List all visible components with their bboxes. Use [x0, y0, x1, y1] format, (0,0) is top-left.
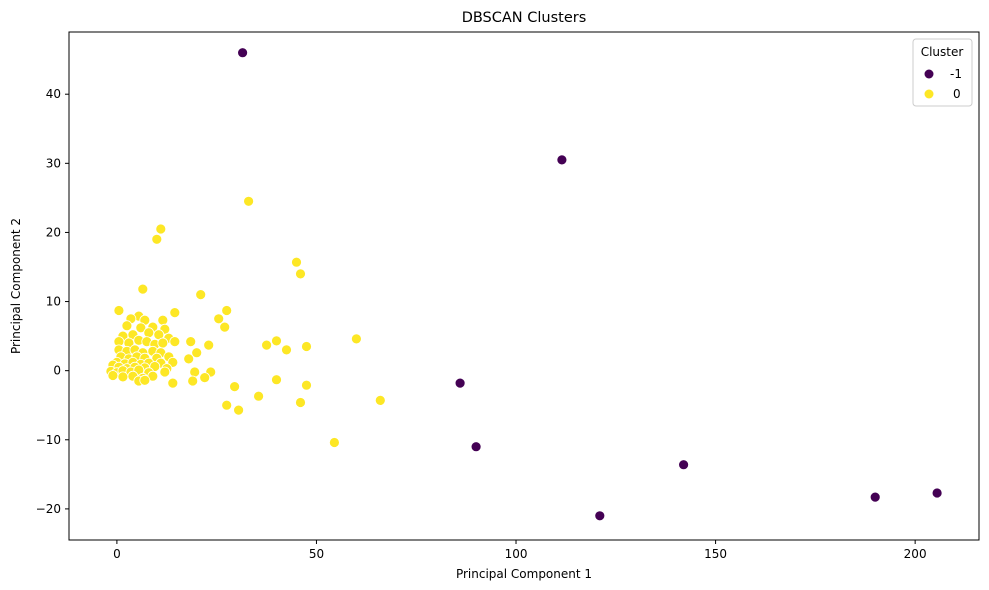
x-axis-label: Principal Component 1 [456, 567, 592, 581]
x-tick-label-4: 200 [904, 547, 927, 561]
data-point-series-1-3 [291, 256, 302, 268]
data-point-series-1-37 [350, 333, 362, 345]
data-point-series-0-5 [678, 459, 689, 471]
legend-box [912, 38, 973, 107]
y-tick-label-2: 0 [53, 364, 61, 378]
y-tick-label-5: 30 [46, 156, 61, 170]
legend: Cluster -1 0 [912, 38, 973, 107]
data-point-series-1-76 [107, 370, 119, 381]
data-point-series-1-34 [261, 339, 273, 351]
data-point-series-1-90 [374, 394, 386, 406]
data-point-series-1-15 [121, 320, 133, 332]
legend-label-noise: -1 [950, 67, 962, 81]
data-point-series-0-7 [931, 487, 943, 499]
legend-title: Cluster [921, 45, 964, 59]
plot-area [69, 32, 979, 540]
data-point-series-1-92 [221, 399, 233, 411]
data-point-series-1-45 [191, 347, 203, 359]
y-axis-label: Principal Component 2 [9, 218, 23, 354]
data-point-series-1-7 [113, 305, 125, 316]
data-point-series-1-8 [221, 305, 233, 316]
data-point-series-0-1 [556, 154, 568, 166]
y-tick-label-4: 20 [46, 225, 61, 239]
data-point-series-1-30 [157, 337, 169, 349]
legend-label-cluster-0: 0 [953, 87, 961, 101]
ticks-layer: 0 50 100 150 200 −20 −10 0 10 20 30 40 [36, 87, 927, 561]
x-tick-label-2: 100 [505, 547, 528, 561]
y-tick-label-0: −20 [36, 502, 61, 516]
data-point-series-1-9 [169, 307, 181, 319]
legend-marker-noise [924, 69, 934, 79]
legend-marker-cluster-0 [924, 89, 934, 99]
data-point-series-1-87 [301, 379, 312, 391]
data-point-series-1-14 [213, 313, 225, 325]
data-point-series-1-74 [189, 366, 201, 378]
data-point-series-0-4 [594, 510, 606, 522]
x-tick-label-0: 0 [113, 547, 121, 561]
data-point-series-1-93 [233, 404, 245, 416]
data-point-series-1-22 [143, 327, 155, 339]
chart-title: DBSCAN Clusters [462, 10, 587, 26]
y-tick-label-1: −10 [36, 433, 61, 447]
data-point-series-1-38 [281, 344, 292, 356]
data-point-series-1-16 [135, 322, 147, 334]
data-point-series-1-85 [139, 374, 151, 386]
data-point-series-1-1 [155, 223, 167, 235]
data-point-series-1-91 [295, 397, 306, 408]
data-point-series-1-19 [219, 321, 231, 333]
data-point-series-1-31 [169, 336, 181, 348]
data-point-series-0-6 [869, 491, 881, 503]
y-tick-label-3: 10 [46, 295, 61, 309]
data-point-series-1-2 [151, 233, 163, 245]
data-point-series-1-13 [157, 314, 169, 326]
data-point-series-1-77 [117, 371, 129, 383]
data-point-series-1-94 [328, 437, 340, 448]
data-point-series-1-4 [295, 268, 306, 280]
x-tick-label-3: 150 [704, 547, 727, 561]
data-point-series-0-0 [237, 47, 249, 59]
data-point-series-1-88 [229, 381, 241, 393]
data-point-series-1-73 [159, 366, 171, 378]
y-tick-label-6: 40 [46, 87, 61, 101]
data-point-series-1-6 [195, 289, 207, 301]
data-point-series-1-81 [199, 372, 211, 384]
data-point-series-0-2 [454, 377, 466, 389]
data-point-series-1-5 [137, 283, 149, 295]
data-point-series-1-83 [187, 375, 199, 387]
data-point-series-1-32 [185, 336, 197, 348]
data-point-series-1-82 [271, 374, 282, 386]
data-point-series-1-89 [253, 390, 265, 402]
points-layer [105, 47, 943, 522]
plot-frame [68, 31, 980, 541]
data-point-series-1-35 [203, 339, 215, 351]
data-point-series-1-86 [167, 377, 179, 389]
data-point-series-1-33 [271, 335, 282, 347]
data-point-series-1-0 [243, 195, 255, 207]
x-tick-label-1: 50 [309, 547, 324, 561]
data-point-series-0-3 [470, 441, 482, 453]
data-point-series-1-52 [183, 353, 195, 365]
data-point-series-1-36 [301, 341, 312, 352]
